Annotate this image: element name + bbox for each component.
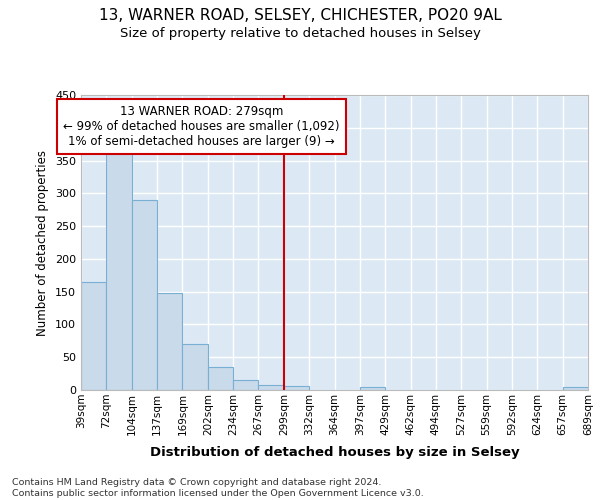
- Bar: [563, 388, 588, 390]
- Bar: [208, 367, 233, 390]
- Bar: [360, 388, 385, 390]
- Text: 13, WARNER ROAD, SELSEY, CHICHESTER, PO20 9AL: 13, WARNER ROAD, SELSEY, CHICHESTER, PO2…: [98, 8, 502, 22]
- Bar: [132, 200, 157, 390]
- Bar: [81, 282, 106, 390]
- Text: Size of property relative to detached houses in Selsey: Size of property relative to detached ho…: [119, 28, 481, 40]
- Bar: [284, 386, 309, 390]
- X-axis label: Distribution of detached houses by size in Selsey: Distribution of detached houses by size …: [149, 446, 520, 459]
- Bar: [106, 144, 132, 390]
- Text: 13 WARNER ROAD: 279sqm
← 99% of detached houses are smaller (1,092)
1% of semi-d: 13 WARNER ROAD: 279sqm ← 99% of detached…: [63, 105, 340, 148]
- Bar: [259, 385, 284, 390]
- Bar: [157, 293, 182, 390]
- Y-axis label: Number of detached properties: Number of detached properties: [37, 150, 49, 336]
- Text: Contains HM Land Registry data © Crown copyright and database right 2024.
Contai: Contains HM Land Registry data © Crown c…: [12, 478, 424, 498]
- Bar: [233, 380, 259, 390]
- Bar: [182, 344, 208, 390]
